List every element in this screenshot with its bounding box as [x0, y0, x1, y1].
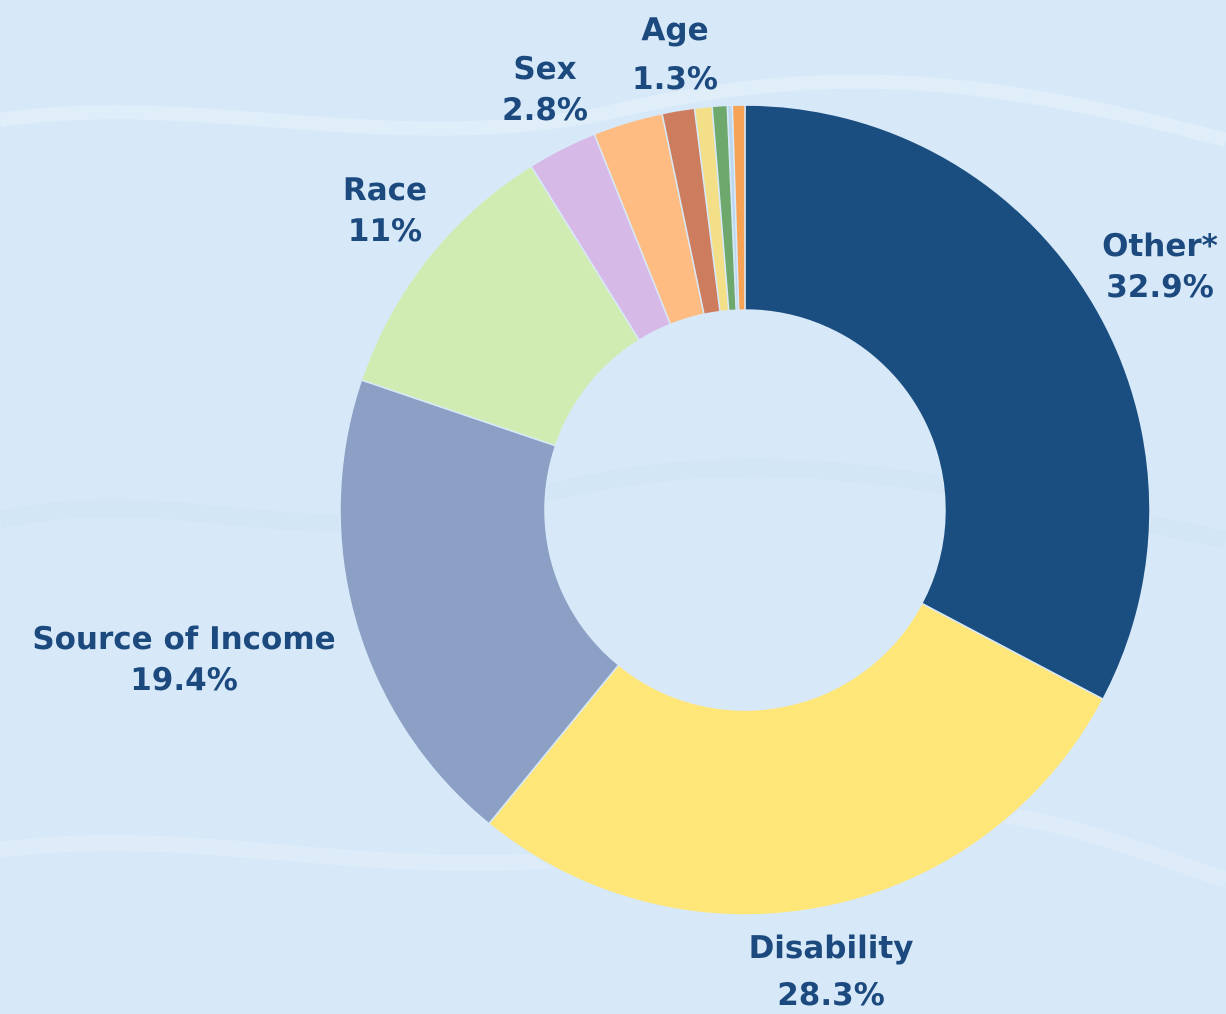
slice-race	[360, 165, 641, 447]
label-sex-value: 2.8%	[502, 92, 588, 128]
label-age-name: Age	[641, 12, 708, 48]
label-age-value: 1.3%	[632, 61, 718, 97]
label-disability-value: 28.3%	[777, 977, 885, 1013]
slice-source-of-income	[339, 379, 620, 825]
slice-unlabeled-10	[731, 104, 746, 311]
label-source-of-income-value: 19.4%	[130, 662, 238, 698]
slice-disability	[487, 602, 1105, 916]
label-other-value: 32.9%	[1106, 269, 1214, 305]
label-source-of-income-name: Source of Income	[32, 621, 335, 657]
label-sex-name: Sex	[513, 51, 576, 87]
label-race-name: Race	[343, 172, 427, 208]
labels-layer: Other* 32.9% Disability 28.3% Source of …	[32, 12, 1218, 1013]
slices-layer	[339, 104, 1151, 916]
slice-other	[744, 104, 1151, 701]
label-disability-name: Disability	[749, 930, 914, 966]
label-other-name: Other*	[1102, 228, 1218, 264]
label-race-value: 11%	[348, 213, 422, 249]
